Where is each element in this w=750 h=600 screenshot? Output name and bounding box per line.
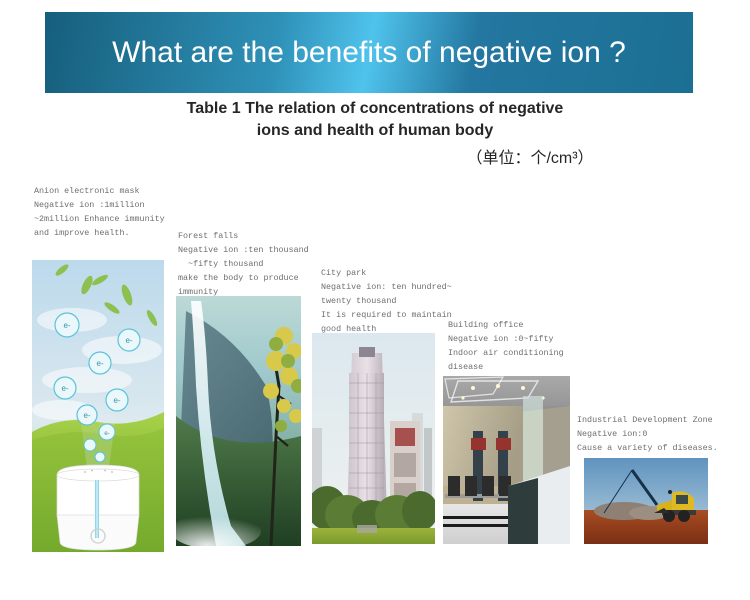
svg-text:e-: e-: [113, 396, 120, 405]
svg-text:e-: e-: [125, 336, 132, 345]
svg-text:e-: e-: [83, 411, 90, 420]
svg-text:e-: e-: [96, 359, 103, 368]
svg-text:e-: e-: [61, 384, 68, 393]
svg-text:e-: e-: [104, 431, 109, 437]
svg-text:e-: e-: [63, 321, 70, 330]
